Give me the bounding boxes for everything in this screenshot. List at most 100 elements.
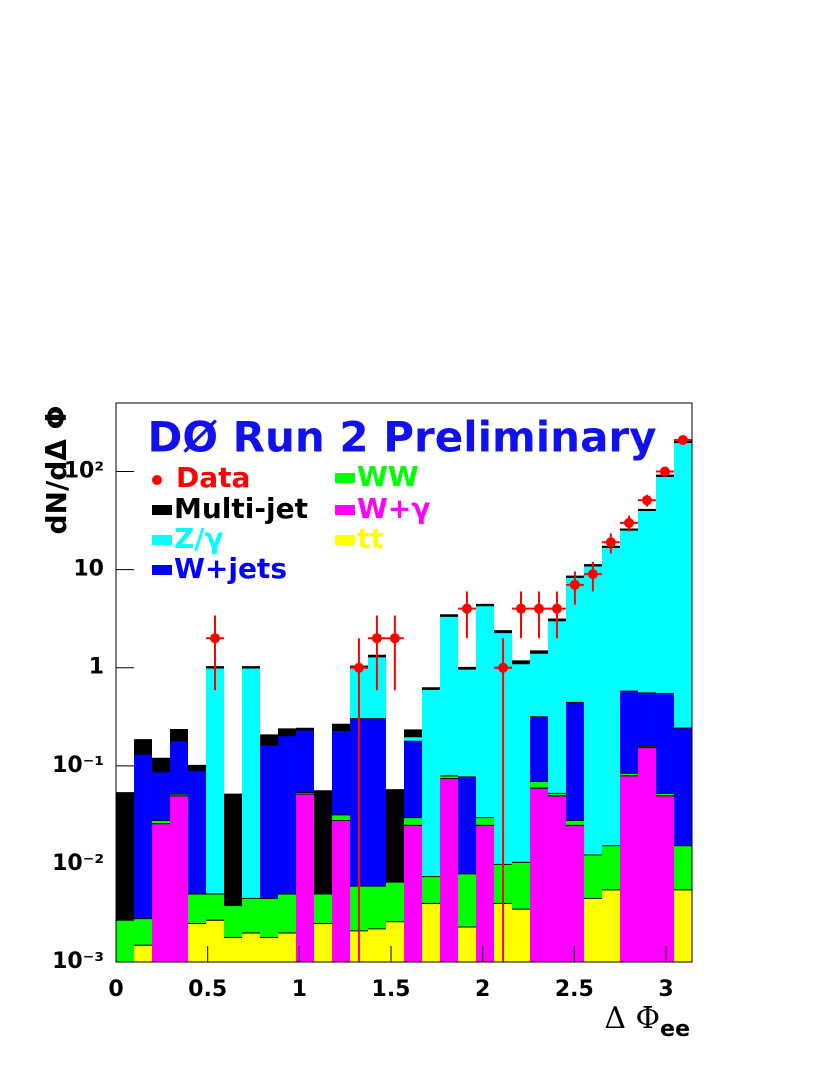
y-tick-label: 10⁻¹ — [52, 753, 104, 778]
histogram-segment — [134, 918, 152, 945]
legend-swatch — [335, 535, 355, 545]
histogram-segment — [241, 667, 260, 898]
legend-swatch — [152, 565, 172, 575]
histogram-segment — [151, 820, 170, 824]
histogram-segment — [367, 928, 386, 962]
histogram-segment — [601, 845, 620, 890]
x-tick-label: 1 — [292, 977, 307, 1002]
histogram-segment — [260, 897, 279, 937]
data-point — [677, 434, 688, 445]
histogram-segment — [655, 692, 674, 793]
histogram-segment — [583, 854, 602, 898]
data-point — [569, 579, 580, 590]
histogram-segment — [638, 747, 656, 962]
histogram-segment — [260, 936, 279, 962]
y-tick-label: 10⁻³ — [52, 949, 104, 974]
legend-swatch — [152, 535, 172, 545]
histogram-segment — [439, 775, 458, 779]
histogram-segment — [278, 735, 296, 894]
data-point — [605, 537, 616, 548]
data-point — [498, 662, 509, 673]
histogram-segment — [313, 791, 332, 894]
histogram-segment — [188, 770, 207, 894]
histogram-segment — [116, 793, 135, 920]
histogram-segment — [169, 740, 188, 794]
histogram-segment — [260, 735, 279, 745]
data-point — [461, 603, 472, 614]
histogram-segment — [583, 897, 602, 962]
histogram-segment — [655, 475, 674, 693]
histogram-segment — [566, 820, 584, 825]
x-tick-label: 3 — [658, 977, 673, 1002]
histogram-segment — [601, 547, 620, 846]
y-tick-label: 10⁻² — [52, 851, 104, 876]
histogram-segment — [278, 932, 296, 962]
legend-label: W+jets — [174, 552, 287, 585]
histogram-segment — [673, 441, 692, 728]
data-point — [641, 495, 652, 506]
histogram-segment — [476, 817, 495, 825]
histogram-segment — [620, 529, 639, 691]
histogram-segment — [476, 605, 495, 818]
histogram-segment — [404, 740, 423, 818]
legend-swatch — [335, 473, 355, 483]
histogram-segment — [313, 922, 332, 962]
histogram-segment — [134, 740, 152, 754]
histogram-segment — [422, 688, 440, 877]
histogram-segment — [188, 922, 207, 962]
histogram-segment — [476, 824, 495, 962]
x-tick-label: 0 — [108, 977, 123, 1002]
histogram-segment — [548, 792, 567, 796]
x-tick-label: 2.5 — [555, 977, 594, 1002]
data-point — [371, 633, 382, 644]
histogram-segment — [206, 919, 224, 962]
histogram-segment — [169, 795, 188, 962]
data-point — [516, 603, 527, 614]
data-point — [353, 662, 364, 673]
chart-title: DØ Run 2 Preliminary — [147, 413, 656, 462]
histogram-segment — [548, 620, 567, 793]
histogram-segment — [404, 817, 423, 825]
legend-label: WW — [357, 460, 419, 493]
histogram-segment — [548, 795, 567, 962]
histogram-segment — [332, 820, 351, 962]
histogram-segment — [566, 824, 584, 962]
data-point — [389, 633, 400, 644]
legend-label: tt — [357, 522, 384, 555]
histogram-segment — [151, 758, 170, 772]
histogram-segment — [638, 692, 656, 746]
histogram-segment — [566, 576, 584, 702]
legend-swatch — [335, 505, 355, 515]
histogram-segment — [295, 793, 314, 962]
histogram-segment — [332, 724, 351, 730]
data-point — [587, 569, 598, 580]
histogram-segment — [241, 932, 260, 962]
histogram-segment — [404, 730, 423, 737]
legend-label: Data — [176, 461, 250, 494]
histogram-segment — [385, 881, 404, 922]
histogram-segment — [188, 893, 207, 923]
histogram-segment — [457, 873, 476, 927]
legend-label: Z/γ — [174, 522, 224, 555]
histogram-segment — [223, 936, 242, 962]
data-point — [533, 603, 544, 614]
x-tick-label: 0.5 — [188, 977, 227, 1002]
frame — [115, 402, 693, 963]
histogram-segment — [457, 776, 476, 874]
histogram-segment — [169, 729, 188, 741]
x-axis-label-main: Δ Φ — [604, 1001, 660, 1036]
histogram-segment — [511, 908, 530, 962]
histogram-segment — [313, 893, 332, 923]
histogram-segment — [188, 765, 207, 771]
histogram-segment — [295, 729, 314, 793]
histogram-segment — [367, 718, 386, 886]
x-tick-label: 2 — [475, 977, 490, 1002]
histogram-segment — [422, 902, 440, 962]
histogram-segment — [529, 787, 548, 962]
histogram-segment — [422, 876, 440, 903]
y-tick-label: 1 — [89, 655, 104, 680]
histogram-segment — [332, 729, 351, 815]
histogram-segment — [673, 845, 692, 890]
histogram-segment — [457, 926, 476, 962]
